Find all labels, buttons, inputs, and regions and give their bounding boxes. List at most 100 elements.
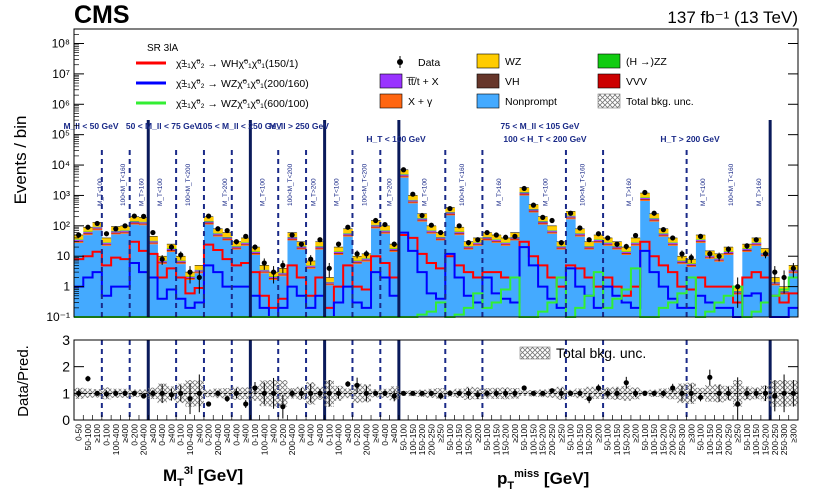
bar-segment: [649, 221, 660, 317]
x-tick-label: 0-100: [176, 424, 186, 446]
data-point: [753, 237, 759, 243]
bar-segment: [547, 232, 558, 233]
ratio-point: [410, 390, 416, 396]
bar-segment: [621, 254, 632, 317]
bar-segment: [120, 232, 131, 234]
ratio-unc-band: [83, 388, 93, 398]
bar-segment: [231, 248, 242, 250]
bar-segment: [454, 231, 465, 233]
bar-segment: [315, 248, 326, 250]
bar-segment: [213, 233, 223, 234]
y-tick-label: 10²: [53, 219, 70, 233]
ratio-point: [632, 390, 639, 396]
bar-segment: [454, 227, 465, 232]
ratio-point: [438, 393, 444, 399]
x-tick-label: 0-400: [306, 424, 316, 446]
bar-segment: [138, 217, 149, 222]
bar-segment: [695, 241, 706, 242]
data-point: [354, 251, 360, 257]
subregion-label: M_T<100: [542, 178, 549, 206]
y-tick-label: 10: [57, 249, 71, 263]
subregion-label: M_T<100: [700, 178, 707, 206]
bar-segment: [417, 218, 428, 219]
bar-segment: [324, 277, 335, 282]
data-point: [679, 251, 685, 257]
x-tick-label: 0-100: [324, 424, 334, 446]
x-tick-label: 100-150: [575, 424, 585, 455]
bar-segment: [398, 174, 409, 175]
y-tick-label: 10³: [53, 188, 70, 202]
ratio-point: [707, 374, 713, 380]
bar-segment: [491, 242, 502, 317]
data-point: [252, 244, 258, 250]
bar-segment: [259, 272, 270, 274]
subregion-label: M_T<100: [259, 178, 266, 206]
subregion-label: M_T>200: [386, 178, 393, 206]
ratio-point: [326, 390, 332, 396]
x-tick-label: 100-150: [705, 424, 715, 455]
ratio-point: [781, 390, 787, 396]
bar-segment: [296, 246, 307, 248]
x-tick-label: ≥250: [733, 424, 743, 443]
bar-segment: [621, 251, 632, 252]
bar-segment: [278, 273, 288, 275]
bar-segment: [538, 221, 548, 222]
ratio-point: [753, 390, 759, 396]
bar-segment: [630, 244, 641, 246]
data-point: [707, 251, 713, 257]
data-point: [512, 233, 518, 239]
region-label: H_T < 100 GeV: [366, 134, 426, 144]
bar-segment: [482, 238, 493, 240]
bar-segment: [547, 232, 558, 234]
bar-segment: [129, 223, 140, 225]
data-point: [419, 212, 425, 219]
bar-segment: [138, 224, 149, 226]
x-tick-label: 100-400: [259, 424, 269, 455]
bar-segment: [723, 254, 734, 255]
data-point: [345, 224, 351, 230]
data-point: [224, 227, 230, 234]
data-point: [586, 237, 592, 243]
legend-bg-label: (H →)ZZ: [626, 56, 667, 68]
bar-segment: [436, 239, 446, 241]
bar-segment: [473, 244, 483, 246]
bar-segment: [333, 253, 344, 255]
lumi-label: 137 fb⁻¹ (13 TeV): [667, 8, 798, 27]
bar-segment: [658, 235, 669, 236]
bar-segment: [129, 224, 140, 317]
data-point: [735, 284, 741, 290]
bar-segment: [408, 201, 418, 203]
bar-segment: [751, 245, 762, 317]
bar-segment: [658, 233, 669, 235]
bar-segment: [296, 249, 307, 317]
bar-segment: [556, 246, 567, 248]
x-tick-label: 200-400: [361, 424, 371, 455]
data-point: [113, 226, 119, 232]
ratio-point: [762, 390, 769, 396]
ratio-tick-label: 2: [62, 359, 70, 375]
data-point: [642, 189, 648, 196]
x-tick-label: 50-100: [742, 424, 752, 451]
bar-segment: [74, 241, 84, 243]
bar-segment: [482, 237, 493, 239]
bar-segment: [668, 244, 678, 245]
bar-segment: [315, 246, 326, 247]
x-axis-title-left: MT3l [GeV]: [163, 465, 243, 489]
bar-segment: [630, 242, 641, 244]
ratio-point: [94, 390, 100, 396]
data-point: [475, 237, 481, 243]
bar-segment: [695, 239, 706, 240]
data-point: [215, 226, 221, 232]
data-point: [484, 229, 490, 236]
bar-segment: [241, 242, 251, 244]
bar-segment: [621, 251, 632, 253]
bar-segment: [166, 251, 177, 253]
bar-segment: [500, 245, 511, 317]
bar-segment: [306, 267, 316, 269]
bar-segment: [287, 238, 298, 240]
bar-segment: [630, 237, 641, 243]
bar-segment: [603, 242, 613, 244]
bar-segment: [343, 233, 353, 235]
bar-segment: [166, 250, 177, 252]
